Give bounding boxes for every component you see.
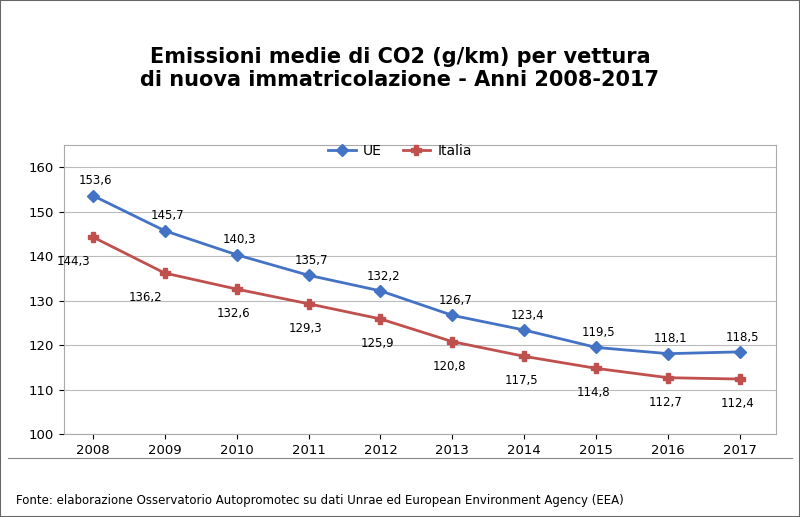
Text: 119,5: 119,5 bbox=[582, 326, 616, 339]
Text: 112,4: 112,4 bbox=[720, 397, 754, 410]
Text: 125,9: 125,9 bbox=[361, 337, 394, 350]
Italia bbox=[663, 375, 673, 381]
UE bbox=[735, 349, 745, 355]
Italia bbox=[519, 353, 529, 359]
Text: 132,2: 132,2 bbox=[366, 269, 400, 282]
UE bbox=[447, 312, 457, 318]
Text: 118,1: 118,1 bbox=[654, 332, 688, 345]
UE bbox=[663, 351, 673, 357]
Italia bbox=[232, 286, 242, 292]
Text: 144,3: 144,3 bbox=[57, 255, 90, 268]
Text: 126,7: 126,7 bbox=[438, 294, 472, 307]
Italia bbox=[304, 301, 314, 307]
Text: 123,4: 123,4 bbox=[510, 309, 544, 322]
UE bbox=[304, 272, 314, 278]
Text: 135,7: 135,7 bbox=[294, 254, 328, 267]
Italia bbox=[591, 365, 601, 371]
Text: 145,7: 145,7 bbox=[150, 209, 184, 222]
Line: UE: UE bbox=[89, 191, 744, 358]
Text: 132,6: 132,6 bbox=[217, 307, 250, 320]
Text: 117,5: 117,5 bbox=[505, 374, 538, 387]
Italia bbox=[88, 234, 98, 240]
UE bbox=[376, 288, 386, 294]
Text: 112,7: 112,7 bbox=[649, 396, 682, 409]
Line: Italia: Italia bbox=[88, 232, 745, 384]
Text: 140,3: 140,3 bbox=[222, 234, 256, 247]
Text: 114,8: 114,8 bbox=[577, 386, 610, 400]
Text: Fonte: elaborazione Osservatorio Autopromotec su dati Unrae ed European Environm: Fonte: elaborazione Osservatorio Autopro… bbox=[16, 494, 624, 507]
Text: 118,5: 118,5 bbox=[726, 330, 759, 343]
UE bbox=[88, 192, 98, 199]
Text: Emissioni medie di CO2 (g/km) per vettura
di nuova immatricolazione - Anni 2008-: Emissioni medie di CO2 (g/km) per vettur… bbox=[141, 47, 659, 90]
Italia bbox=[735, 376, 745, 382]
UE bbox=[232, 252, 242, 258]
Text: 153,6: 153,6 bbox=[78, 174, 112, 187]
Italia bbox=[160, 270, 170, 276]
UE bbox=[591, 344, 601, 351]
Text: 129,3: 129,3 bbox=[289, 322, 322, 335]
UE bbox=[519, 327, 529, 333]
Text: 120,8: 120,8 bbox=[433, 360, 466, 373]
Legend: UE, Italia: UE, Italia bbox=[322, 139, 478, 164]
Italia bbox=[376, 316, 386, 322]
Italia bbox=[447, 339, 457, 345]
Text: 136,2: 136,2 bbox=[129, 291, 162, 304]
UE bbox=[160, 227, 170, 234]
